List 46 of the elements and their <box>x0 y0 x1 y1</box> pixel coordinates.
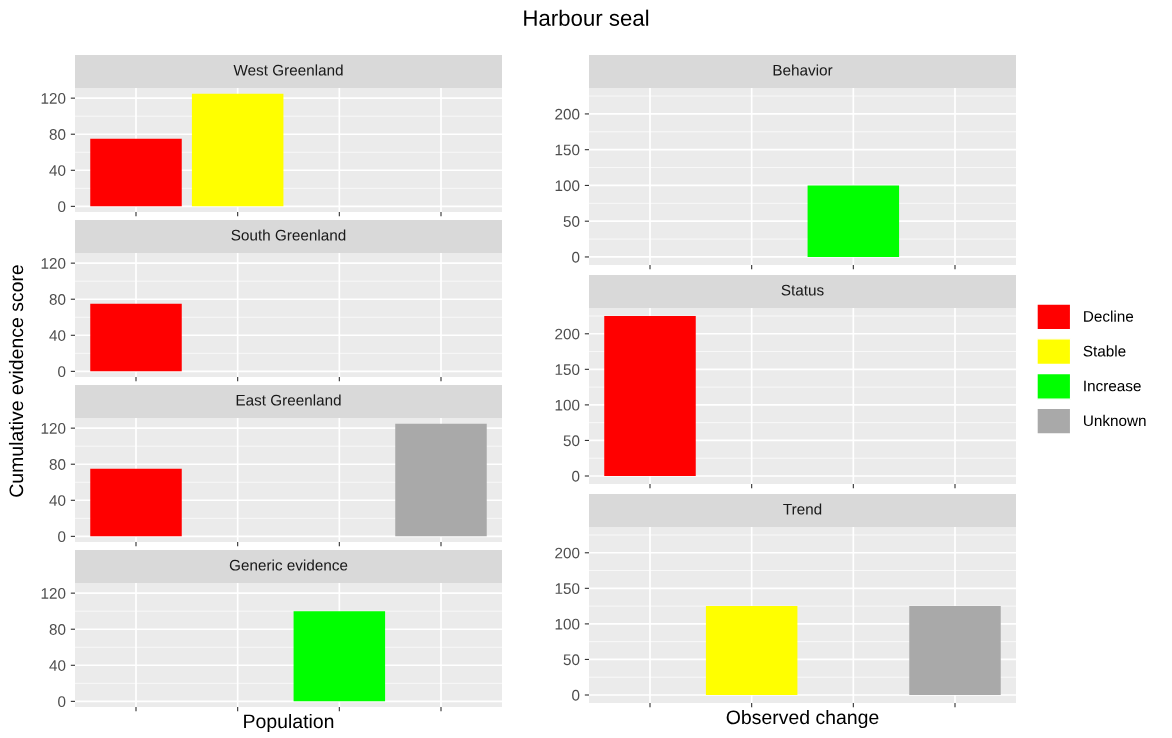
y-tick-label: 50 <box>563 216 580 227</box>
y-tick-label: 40 <box>49 165 66 176</box>
y-tick-label: 150 <box>555 364 580 376</box>
chart-title: Generic evidence <box>229 559 348 571</box>
chart-title: Behavior <box>773 64 833 76</box>
y-tick-label: 80 <box>49 294 66 305</box>
y-tick-label: 80 <box>49 129 66 140</box>
y-tick-label: 200 <box>555 547 580 559</box>
y-tick-label: 120 <box>41 258 66 269</box>
legend-label: Stable <box>1083 345 1126 357</box>
chart-title: East Greenland <box>236 394 341 406</box>
y-tick-label: 80 <box>49 624 66 635</box>
chart-title: West Greenland <box>233 64 343 76</box>
y-tick-label: 0 <box>572 470 580 482</box>
x-axis-title: Observed change <box>726 709 879 729</box>
y-tick-label: 120 <box>41 423 66 434</box>
y-tick-label: 0 <box>572 251 580 263</box>
y-tick-label: 80 <box>49 459 66 470</box>
y-tick-label: 40 <box>49 495 66 506</box>
y-tick-label: 40 <box>49 660 66 671</box>
y-tick-label: 50 <box>563 654 580 666</box>
chart-title: South Greenland <box>231 229 346 241</box>
y-tick-label: 150 <box>555 583 580 595</box>
y-tick-label: 0 <box>58 531 66 543</box>
y-tick-label: 100 <box>555 399 580 411</box>
y-tick-label: 0 <box>58 366 66 378</box>
y-tick-label: 50 <box>563 435 580 447</box>
y-tick-label: 200 <box>555 108 580 120</box>
chart-title: Status <box>781 284 824 296</box>
legend-label: Decline <box>1084 310 1134 322</box>
y-tick-label: 150 <box>555 144 580 156</box>
y-tick-label: 100 <box>555 180 580 192</box>
legend-label: Unknown <box>1084 414 1146 427</box>
y-tick-label: 200 <box>555 328 580 340</box>
text: Harbour seal <box>524 9 649 26</box>
legend-label: Increase <box>1084 380 1141 392</box>
chart-title: Trend <box>783 503 822 515</box>
x-axis-title: Population <box>244 713 334 733</box>
y-tick-label: 0 <box>58 696 66 708</box>
y-tick-label: 100 <box>555 618 580 630</box>
y-axis-title: Cumulative evidence score <box>8 265 24 497</box>
y-tick-label: 120 <box>41 588 66 599</box>
y-tick-label: 40 <box>49 330 66 341</box>
y-tick-label: 0 <box>572 689 580 701</box>
y-tick-label: 120 <box>41 93 66 104</box>
y-tick-label: 0 <box>58 201 66 213</box>
